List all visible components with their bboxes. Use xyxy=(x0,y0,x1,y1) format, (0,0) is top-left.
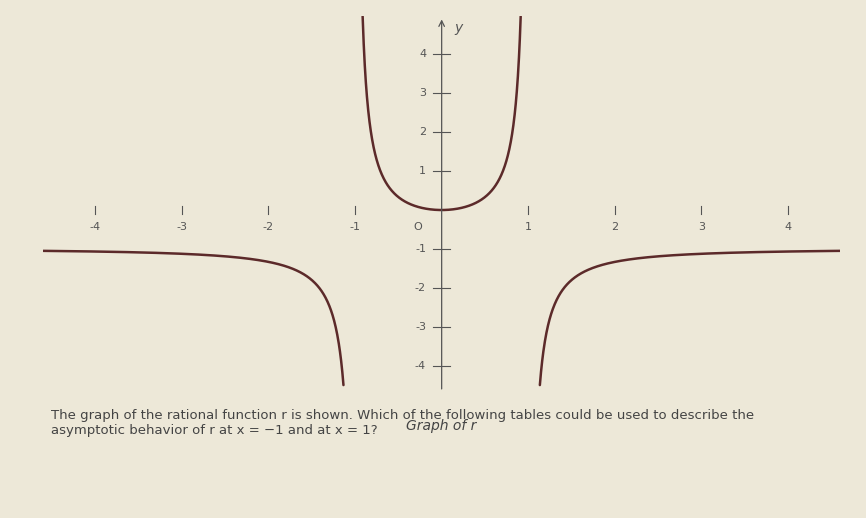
Text: -2: -2 xyxy=(415,283,426,293)
Text: -1: -1 xyxy=(415,244,426,254)
Text: Graph of r: Graph of r xyxy=(406,419,477,433)
Text: 4: 4 xyxy=(785,222,792,232)
Text: O: O xyxy=(414,222,423,232)
Text: 4: 4 xyxy=(419,49,426,60)
Text: -2: -2 xyxy=(263,222,274,232)
Text: -3: -3 xyxy=(415,322,426,332)
Text: 3: 3 xyxy=(419,89,426,98)
Text: 1: 1 xyxy=(525,222,532,232)
Text: The graph of the rational function r is shown. Which of the following tables cou: The graph of the rational function r is … xyxy=(51,410,754,438)
Text: -1: -1 xyxy=(350,222,360,232)
Text: 1: 1 xyxy=(419,166,426,176)
Text: 2: 2 xyxy=(419,127,426,137)
Text: 3: 3 xyxy=(698,222,705,232)
Text: -3: -3 xyxy=(177,222,187,232)
Text: -4: -4 xyxy=(415,361,426,370)
Text: 2: 2 xyxy=(611,222,618,232)
Text: -4: -4 xyxy=(90,222,100,232)
Text: y: y xyxy=(455,21,463,35)
